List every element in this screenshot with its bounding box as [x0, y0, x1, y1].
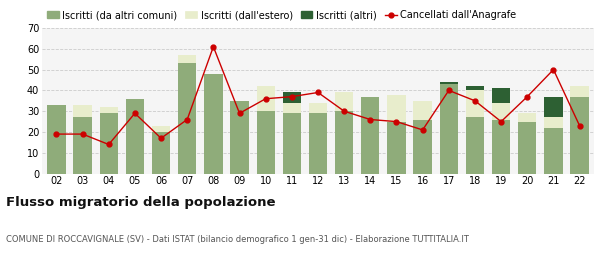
Bar	[571, 86, 589, 97]
Bar	[73, 117, 92, 174]
Text: Flusso migratorio della popolazione: Flusso migratorio della popolazione	[6, 196, 275, 209]
Bar	[204, 74, 223, 174]
Bar	[152, 132, 170, 174]
Bar	[388, 122, 406, 174]
Bar	[518, 113, 536, 122]
Bar	[492, 88, 510, 103]
Bar	[126, 99, 144, 174]
Bar	[283, 103, 301, 113]
Bar	[283, 92, 301, 103]
Bar	[47, 105, 65, 174]
Bar	[466, 86, 484, 90]
Bar	[335, 92, 353, 111]
Bar	[518, 122, 536, 174]
Bar	[440, 84, 458, 174]
Bar	[152, 126, 170, 132]
Bar	[257, 111, 275, 174]
Text: COMUNE DI ROCCAVIGNALE (SV) - Dati ISTAT (bilancio demografico 1 gen-31 dic) - E: COMUNE DI ROCCAVIGNALE (SV) - Dati ISTAT…	[6, 235, 469, 244]
Bar	[73, 105, 92, 117]
Bar	[571, 97, 589, 174]
Bar	[100, 113, 118, 174]
Bar	[544, 128, 563, 174]
Bar	[309, 103, 327, 113]
Bar	[544, 97, 563, 117]
Bar	[466, 90, 484, 117]
Bar	[440, 82, 458, 84]
Bar	[178, 63, 196, 174]
Bar	[309, 113, 327, 174]
Bar	[388, 95, 406, 122]
Bar	[492, 103, 510, 120]
Bar	[413, 120, 432, 174]
Bar	[257, 86, 275, 111]
Bar	[178, 55, 196, 63]
Bar	[100, 107, 118, 113]
Bar	[492, 120, 510, 174]
Legend: Iscritti (da altri comuni), Iscritti (dall'estero), Iscritti (altri), Cancellati: Iscritti (da altri comuni), Iscritti (da…	[47, 10, 517, 20]
Bar	[283, 113, 301, 174]
Bar	[335, 111, 353, 174]
Bar	[466, 117, 484, 174]
Bar	[544, 117, 563, 128]
Bar	[230, 101, 248, 174]
Bar	[361, 97, 379, 174]
Bar	[413, 101, 432, 120]
